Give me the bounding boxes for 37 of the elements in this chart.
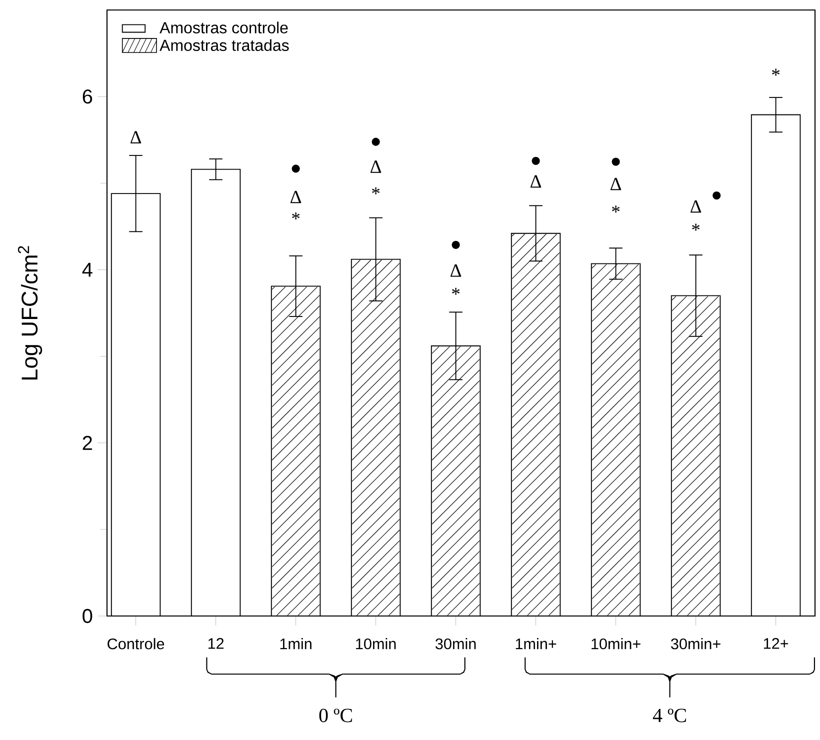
- x-tick-label: 12+: [764, 638, 788, 649]
- annotation: Δ: [530, 175, 542, 188]
- legend-label: Amostras controle: [160, 22, 288, 34]
- annotation: Δ: [130, 131, 142, 144]
- y-axis-title: Log UFC/cm$^{2}$: [18, 246, 42, 380]
- legend-label: Amostras tratadas: [160, 39, 289, 51]
- annotation: *: [692, 224, 700, 231]
- annotation: Δ: [690, 200, 702, 213]
- annotation: *: [372, 187, 380, 194]
- x-tick-label: 10min+: [592, 638, 640, 650]
- x-tick-label: 30min: [436, 638, 476, 650]
- x-tick-label: 10min: [356, 638, 396, 650]
- text: 0 ºC: [319, 708, 352, 722]
- annotation: Δ: [290, 190, 302, 204]
- x-tick-label: 12: [208, 638, 224, 649]
- annotation: ●: [612, 158, 620, 166]
- x-tick-label: 1min+: [516, 638, 556, 650]
- y-tick-label: 2: [82, 436, 92, 450]
- annotation: ●: [532, 156, 540, 165]
- y-tick-label: 4: [82, 262, 92, 277]
- y-tick-label: 6: [82, 89, 92, 104]
- annotation: *: [612, 206, 620, 212]
- x-tick-label: Controle: [108, 638, 164, 650]
- annotation: *: [772, 68, 780, 76]
- annotation: Δ: [450, 264, 462, 277]
- annotation: ●: [292, 164, 300, 173]
- x-tick-label: 30min+: [671, 638, 720, 650]
- annotation: ●: [372, 138, 380, 146]
- annotation: *: [292, 212, 300, 220]
- annotation: *: [452, 288, 460, 295]
- y-tick-label: 0: [82, 608, 92, 624]
- annotation: ●: [452, 240, 460, 249]
- text: 4 ºC: [652, 708, 686, 722]
- annotation: Δ: [610, 178, 622, 190]
- x-tick-label: 1min: [280, 638, 312, 650]
- annotation: ●: [712, 191, 721, 200]
- annotation: Δ: [370, 160, 382, 173]
